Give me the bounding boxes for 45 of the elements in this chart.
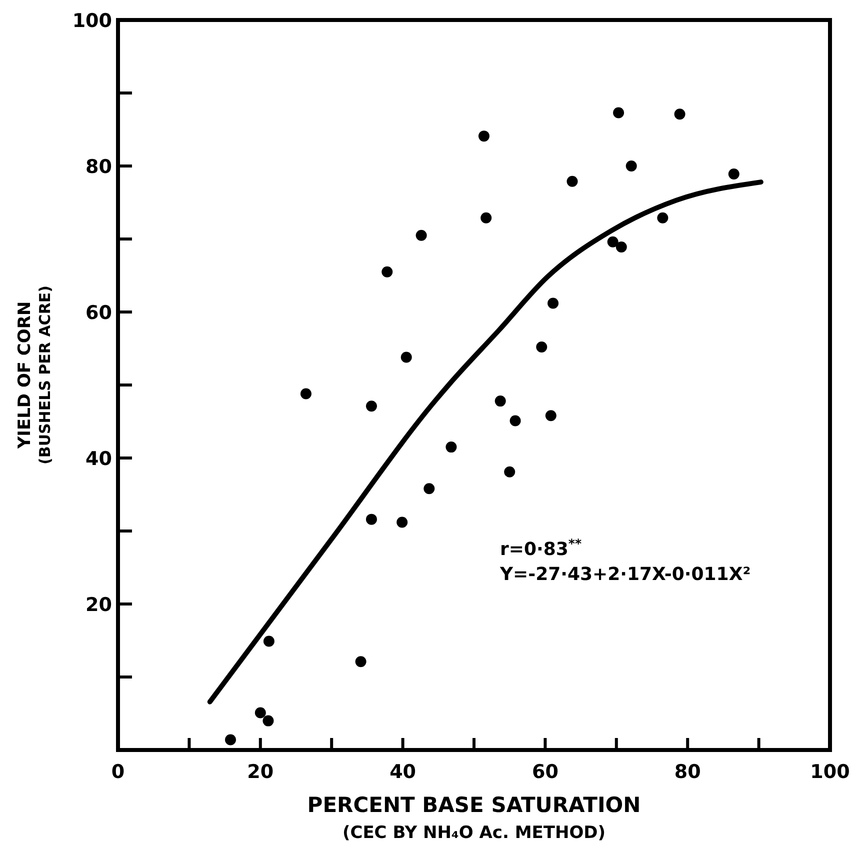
annotation: r=0·83$^{**}$ (500, 536, 582, 560)
point (616, 242, 627, 253)
y-tick-label: 100 (72, 10, 112, 32)
y-tick-label: 20 (86, 594, 112, 616)
point (355, 656, 366, 668)
point (424, 483, 435, 494)
point (480, 212, 492, 224)
point (416, 230, 427, 241)
point (478, 130, 490, 142)
point (224, 734, 236, 746)
point (446, 442, 457, 453)
y-tick-label: 40 (86, 448, 112, 470)
x-tick-label: 20 (247, 761, 274, 783)
x-tick-label: 100 (810, 761, 850, 783)
point (366, 514, 377, 525)
x-tick-label: 60 (532, 761, 558, 783)
x-tick-label: 40 (390, 761, 416, 783)
point (262, 715, 274, 726)
point (626, 160, 637, 172)
y-axis-title: YIELD OF CORN (BUSHELS PER ACRE) (15, 286, 54, 464)
point (613, 107, 624, 118)
point (536, 342, 548, 353)
y-tick-label: 80 (86, 156, 112, 178)
point (382, 266, 393, 278)
point (674, 108, 686, 120)
point (396, 516, 408, 528)
point (548, 298, 559, 309)
x-tick-label: 80 (674, 761, 701, 783)
x-axis-title: PERCENT BASE SATURATION (CEC BY NH₄O Ac. METHOD) (307, 793, 641, 843)
point (300, 388, 312, 400)
point (254, 707, 266, 718)
point (728, 168, 740, 180)
annotation: Y=-27·43+2·17X-0·011X² (499, 564, 751, 585)
point (366, 400, 377, 412)
point (545, 410, 556, 422)
point (504, 466, 516, 478)
point (566, 176, 578, 187)
point (400, 352, 412, 363)
point (607, 236, 618, 248)
point (510, 415, 521, 426)
point (263, 636, 274, 647)
point (494, 396, 506, 407)
y-tick-label: 60 (86, 302, 112, 324)
point (657, 212, 668, 224)
x-tick-label: 0 (111, 761, 125, 783)
